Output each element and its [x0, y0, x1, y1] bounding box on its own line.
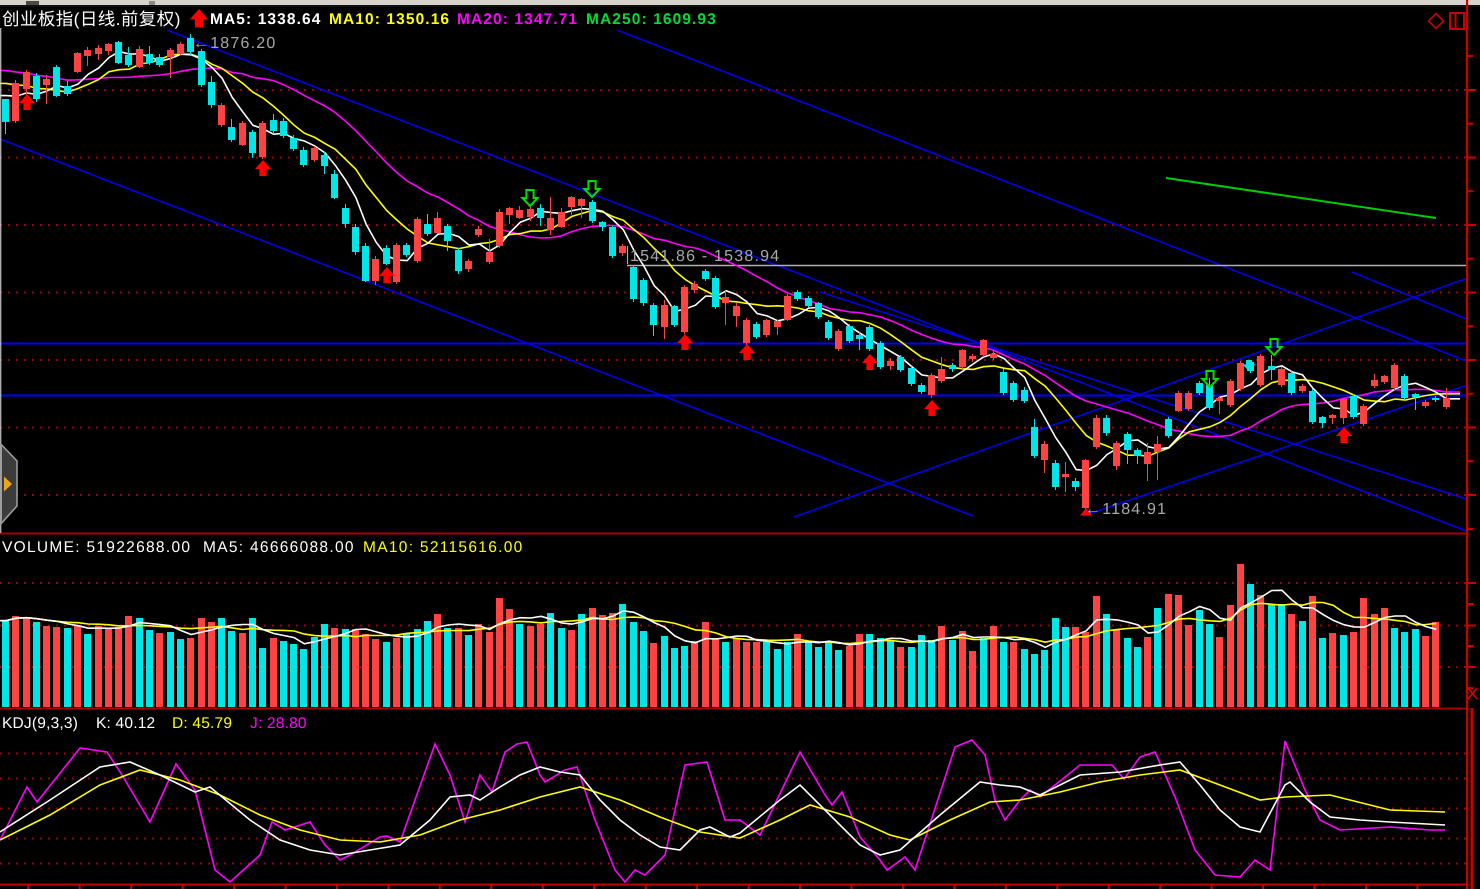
svg-text:1541.86 - 1538.94: 1541.86 - 1538.94 [630, 248, 780, 265]
svg-text:J: 28.80: J: 28.80 [250, 715, 307, 732]
svg-text:←1184.91: ←1184.91 [1085, 501, 1167, 518]
svg-text:←1876.20: ←1876.20 [193, 35, 276, 52]
svg-text:MA10: 1350.16: MA10: 1350.16 [329, 11, 450, 28]
svg-text:MA5: 1338.64: MA5: 1338.64 [210, 11, 321, 28]
svg-text:MA250: 1609.93: MA250: 1609.93 [586, 11, 717, 28]
svg-text:MA20: 1347.71: MA20: 1347.71 [457, 11, 578, 28]
svg-text:MA10: 52115616.00: MA10: 52115616.00 [363, 539, 524, 556]
svg-text:MA5: 46666088.00: MA5: 46666088.00 [203, 539, 355, 556]
svg-text:VOLUME: 51922688.00: VOLUME: 51922688.00 [2, 539, 191, 556]
svg-text:创业板指(日线.前复权): 创业板指(日线.前复权) [2, 9, 181, 29]
svg-text:D: 45.79: D: 45.79 [172, 715, 232, 732]
svg-text:K: 40.12: K: 40.12 [96, 715, 155, 732]
svg-text:KDJ(9,3,3): KDJ(9,3,3) [2, 715, 78, 732]
